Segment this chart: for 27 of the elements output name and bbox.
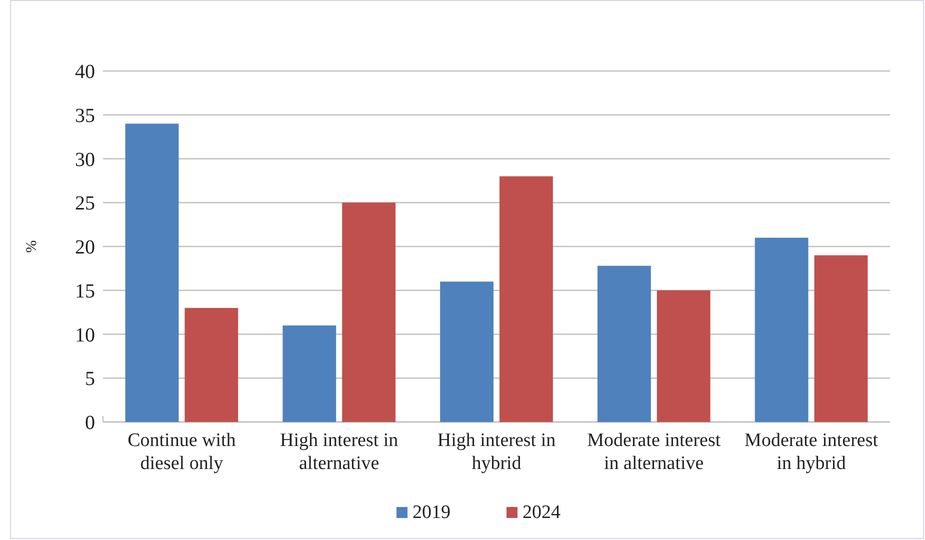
bar <box>282 325 336 422</box>
x-tick-label: High interest in alternative <box>280 430 399 474</box>
bar <box>184 308 238 422</box>
legend-label: 2024 <box>522 502 561 523</box>
x-tick-label: High interest in hybrid <box>437 430 556 474</box>
legend-label: 2019 <box>412 502 450 523</box>
bar <box>342 202 396 422</box>
bar <box>656 290 710 422</box>
y-tick-label: 0 <box>85 412 95 434</box>
y-tick-label: 5 <box>85 368 95 390</box>
x-tick-label: Moderate interest in hybrid <box>744 430 879 474</box>
y-tick-label: 25 <box>75 192 95 215</box>
bar <box>754 238 808 422</box>
y-tick-label: 35 <box>75 104 95 127</box>
y-tick-label: 15 <box>75 280 95 302</box>
bar <box>500 176 553 422</box>
bar <box>597 266 651 422</box>
y-tick-label: 30 <box>75 148 95 171</box>
bar <box>125 124 179 422</box>
bar <box>440 282 494 422</box>
y-tick-label: 10 <box>75 324 95 346</box>
bar <box>814 255 868 422</box>
y-tick-label: 20 <box>75 236 95 258</box>
y-axis-title: % <box>24 240 40 253</box>
y-tick-label: 40 <box>75 61 95 83</box>
x-tick-label: Moderate interest in alternative <box>587 430 722 474</box>
x-tick-label: Continue with diesel only <box>128 430 236 474</box>
